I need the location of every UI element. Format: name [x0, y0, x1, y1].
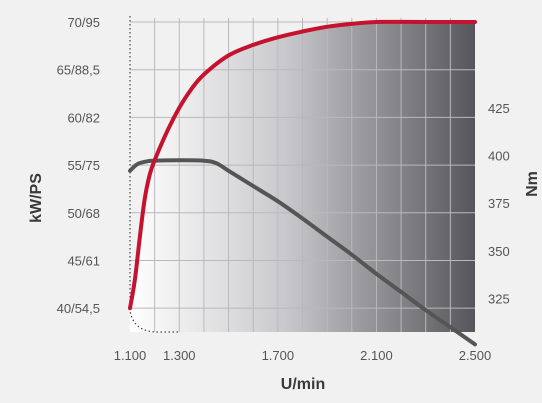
y-left-tick-label: 60/82 — [67, 110, 100, 125]
y-axis-left-title: kW/PS — [28, 173, 45, 223]
y-left-tick-label: 45/61 — [67, 253, 100, 268]
y-right-tick-label: 425 — [488, 101, 510, 116]
y-left-tick-label: 50/68 — [67, 206, 100, 221]
y-right-tick-label: 350 — [488, 244, 510, 259]
x-tick-label: 1.700 — [262, 348, 295, 363]
y-right-tick-label: 325 — [488, 292, 510, 307]
x-axis-title: U/min — [281, 376, 325, 393]
y-left-tick-label: 55/75 — [67, 158, 100, 173]
y-axis-right-title: Nm — [524, 171, 541, 197]
power-curve-line — [128, 19, 477, 311]
y-left-tick-label: 65/88,5 — [57, 63, 100, 78]
x-tick-label: 2.500 — [459, 348, 492, 363]
x-tick-label: 1.300 — [163, 348, 196, 363]
x-tick-label: 2.100 — [360, 348, 393, 363]
y-right-tick-label: 375 — [488, 196, 510, 211]
y-left-tick-label: 40/54,5 — [57, 301, 100, 316]
y-left-tick-label: 70/95 — [67, 15, 100, 30]
y-right-tick-label: 400 — [488, 149, 510, 164]
axis-origin-dotted-corner — [129, 308, 180, 333]
x-tick-label: 1.100 — [114, 348, 147, 363]
